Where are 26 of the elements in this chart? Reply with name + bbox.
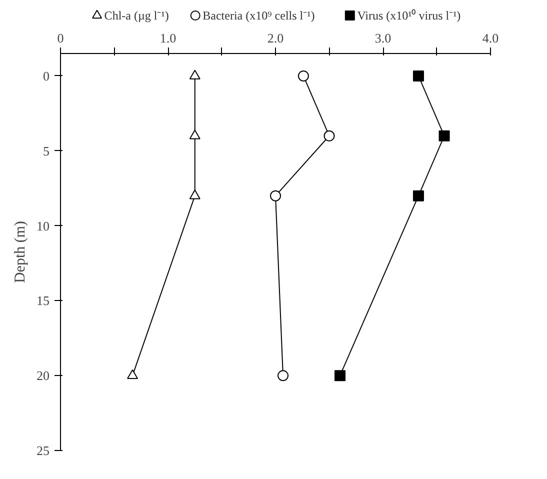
y-tick-label: 15 bbox=[36, 293, 50, 308]
point bbox=[278, 370, 289, 382]
y-tick-label: 5 bbox=[43, 143, 50, 158]
point bbox=[189, 190, 200, 200]
y-tick-label: 0 bbox=[43, 68, 50, 84]
point bbox=[189, 130, 200, 140]
y-tick-label: 20 bbox=[36, 368, 50, 384]
point bbox=[412, 190, 424, 202]
y-tick-label: 25 bbox=[36, 443, 50, 458]
legend-label: Bacteria (x10⁹ cells l⁻¹) bbox=[202, 8, 315, 22]
x-tick-label: 1.0 bbox=[160, 30, 176, 46]
x-tick-label: 3.0 bbox=[374, 30, 392, 46]
point bbox=[324, 130, 335, 142]
legend-label: Chl-a (µg l⁻¹) bbox=[104, 8, 169, 22]
y-tick-label: 10 bbox=[36, 218, 50, 234]
y-axis-title: Depth (m) bbox=[12, 220, 28, 284]
point bbox=[412, 70, 424, 82]
point bbox=[438, 130, 450, 142]
point bbox=[334, 370, 346, 382]
legend-label: Virus (x10¹⁰ virus l⁻¹) bbox=[357, 8, 461, 22]
point bbox=[270, 190, 281, 202]
x-tick-label: 0 bbox=[57, 30, 64, 46]
point bbox=[189, 70, 200, 80]
x-tick-label: 2.0 bbox=[267, 30, 284, 46]
point bbox=[298, 70, 309, 82]
x-tick-label: 4.0 bbox=[482, 30, 499, 46]
